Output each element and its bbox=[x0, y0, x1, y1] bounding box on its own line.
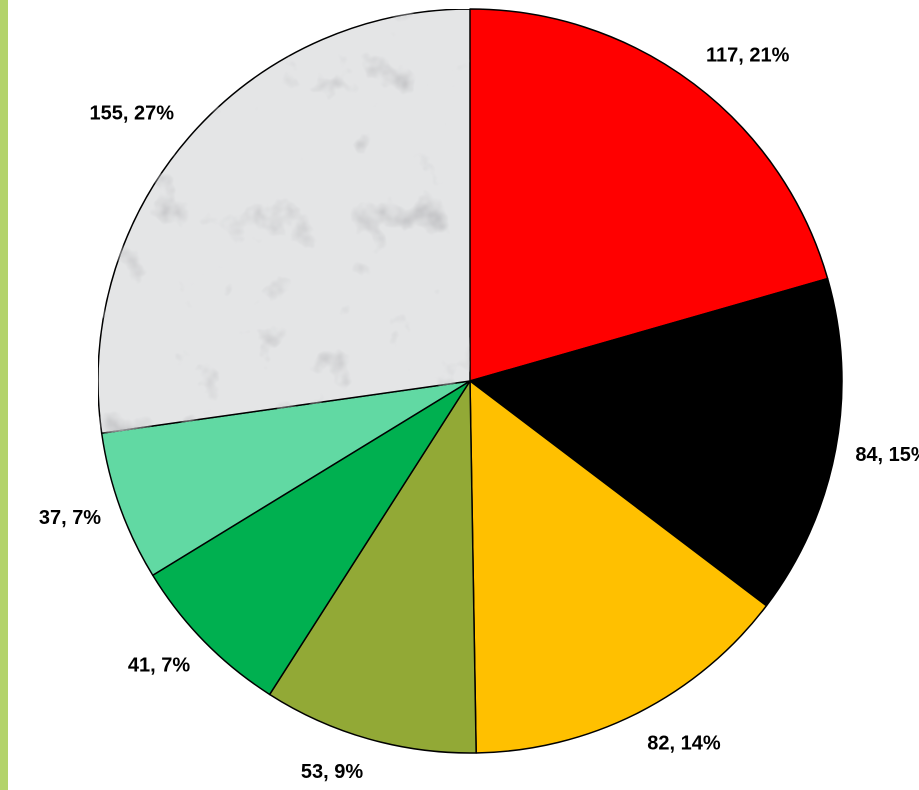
pie-slice bbox=[97, 8, 471, 434]
pie-slice bbox=[268, 380, 477, 754]
data-label: 117, 21% bbox=[706, 44, 790, 66]
data-labels: 117, 21% 84, 15% 82, 14% 53, 9% 41, 7% 37, 7%… bbox=[39, 44, 919, 783]
pie-slice bbox=[469, 277, 843, 607]
data-label: 82, 14% bbox=[647, 732, 721, 754]
pie-slice bbox=[151, 380, 471, 696]
data-label: 37, 7% bbox=[39, 507, 101, 529]
pie-slice bbox=[100, 380, 471, 576]
side-bar bbox=[0, 0, 8, 790]
pie bbox=[97, 8, 843, 754]
data-label: 41, 7% bbox=[128, 654, 190, 676]
data-label: 155, 27% bbox=[89, 102, 174, 124]
data-label: 53, 9% bbox=[301, 761, 363, 783]
data-label: 84, 15% bbox=[855, 444, 919, 466]
pie-slice bbox=[469, 8, 829, 382]
pie-slice bbox=[469, 380, 768, 754]
